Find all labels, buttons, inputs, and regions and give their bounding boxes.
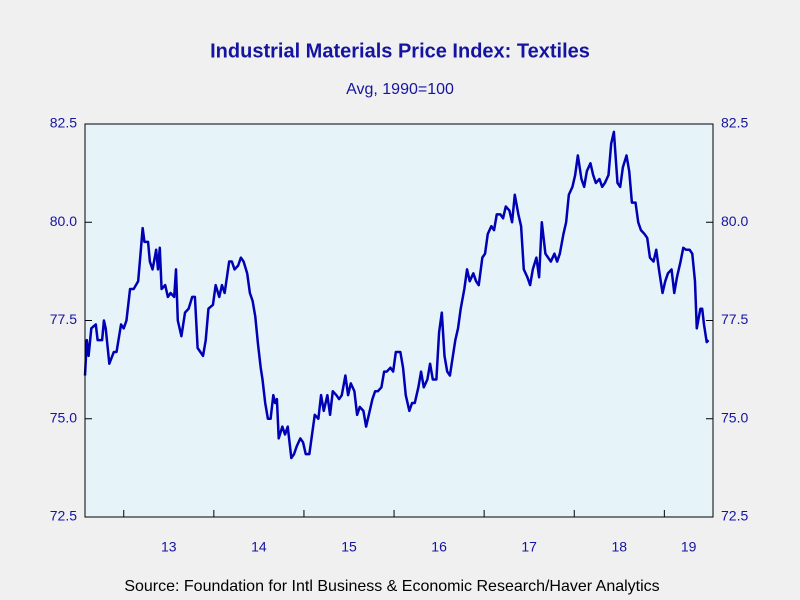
y-tick-label: 77.5 (50, 311, 77, 327)
y-tick-label: 72.5 (50, 508, 77, 524)
x-tick-label: 14 (251, 539, 267, 555)
y2-tick-label: 72.5 (721, 508, 748, 524)
y2-tick-label: 77.5 (721, 311, 748, 327)
x-tick-label: 13 (161, 539, 177, 555)
x-tick-label: 15 (341, 539, 357, 555)
x-tick-label: 19 (681, 539, 697, 555)
chart-title: Industrial Materials Price Index: Textil… (210, 40, 590, 62)
y2-tick-label: 82.5 (721, 115, 748, 131)
chart-subtitle: Avg, 1990=100 (346, 81, 454, 98)
y2-tick-label: 80.0 (721, 213, 748, 229)
y-tick-label: 80.0 (50, 213, 77, 229)
y-tick-label: 75.0 (50, 409, 77, 425)
y-tick-label: 82.5 (50, 115, 77, 131)
line-series (83, 130, 710, 460)
plot-area (85, 124, 713, 517)
source-note: Source: Foundation for Intl Business & E… (124, 578, 659, 595)
plot-border (84, 123, 714, 518)
x-tick-label: 16 (431, 539, 447, 555)
x-tick-label: 18 (612, 539, 628, 555)
x-tick-label: 17 (521, 539, 537, 555)
y2-tick-label: 75.0 (721, 409, 748, 425)
